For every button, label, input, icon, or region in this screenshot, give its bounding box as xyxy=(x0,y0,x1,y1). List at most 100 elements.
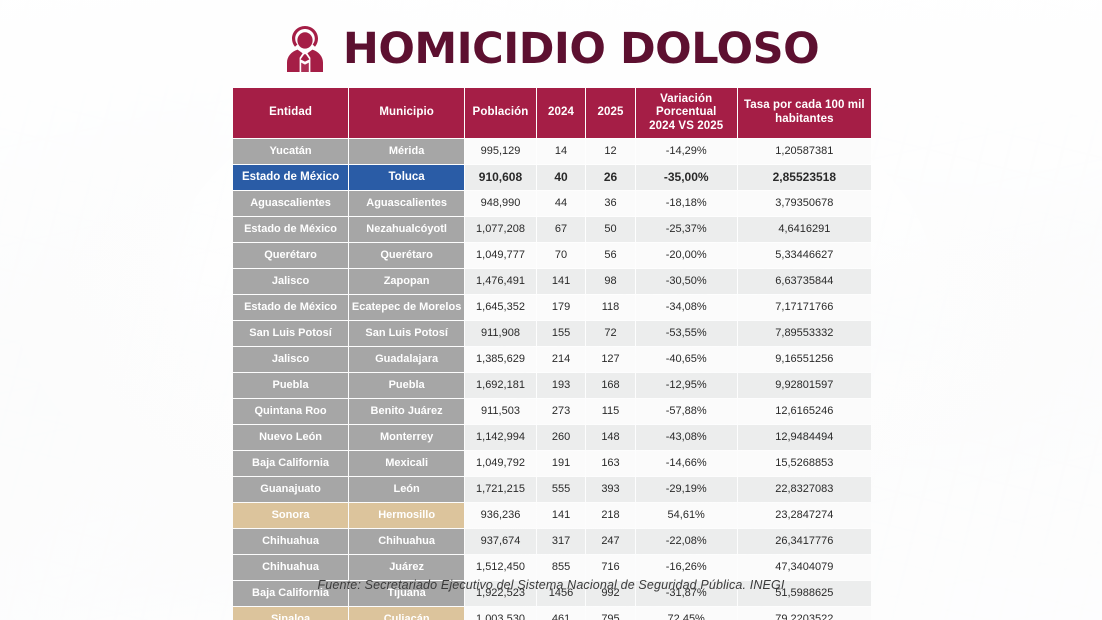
cell-2025: 98 xyxy=(586,269,635,294)
cell-municipio: Tijuana xyxy=(349,581,465,606)
cell-variacion: -57,88% xyxy=(635,399,737,424)
cell-variacion: -29,19% xyxy=(635,477,737,502)
cell-tasa: 12,6165246 xyxy=(737,399,871,424)
cell-2024: 260 xyxy=(536,425,586,450)
column-header-2025: 2025 xyxy=(586,88,635,138)
cell-entidad: Aguascalientes xyxy=(233,191,349,216)
cell-2024: 179 xyxy=(536,295,586,320)
cell-poblacion: 1,512,450 xyxy=(465,555,536,580)
page-title: HOMICIDIO DOLOSO xyxy=(342,23,820,74)
cell-2025: 992 xyxy=(586,581,635,606)
table-row: Jalisco Zapopan 1,476,491 141 98 -30,50% 6,637… xyxy=(233,269,871,294)
cell-2024: 191 xyxy=(536,451,586,476)
cell-tasa: 7,17171766 xyxy=(737,295,871,320)
cell-entidad: Querétaro xyxy=(233,243,349,268)
cell-variacion: -20,00% xyxy=(635,243,737,268)
cell-poblacion: 1,692,181 xyxy=(465,373,536,398)
table-head: Entidad Municipio Población 2024 2025 Va… xyxy=(233,88,871,138)
cell-2024: 40 xyxy=(536,165,586,190)
cell-entidad: Baja California xyxy=(233,451,349,476)
cell-poblacion: 1,077,208 xyxy=(465,217,536,242)
cell-2024: 141 xyxy=(536,503,586,528)
column-header-municipio: Municipio xyxy=(349,88,465,138)
cell-poblacion: 948,990 xyxy=(465,191,536,216)
table-row: Yucatán Mérida 995,129 14 12 -14,29% 1,2058738… xyxy=(233,139,871,164)
cell-2025: 393 xyxy=(586,477,635,502)
cell-entidad: Estado de México xyxy=(233,165,349,190)
cell-entidad: Jalisco xyxy=(233,347,349,372)
cell-municipio: Juárez xyxy=(349,555,465,580)
cell-2025: 72 xyxy=(586,321,635,346)
table-row: Estado de México Toluca 910,608 40 26 -35,00%… xyxy=(233,165,871,190)
cell-municipio: Benito Juárez xyxy=(349,399,465,424)
cell-2024: 461 xyxy=(536,607,586,620)
cell-municipio: Nezahualcóyotl xyxy=(349,217,465,242)
cell-municipio: León xyxy=(349,477,465,502)
homicide-table: Entidad Municipio Población 2024 2025 Va… xyxy=(232,87,872,620)
cell-entidad: Sinaloa xyxy=(233,607,349,620)
cell-tasa: 12,9484494 xyxy=(737,425,871,450)
cell-2025: 218 xyxy=(586,503,635,528)
table-row: Sinaloa Culiacán 1,003,530 461 795 72,45% 79,2… xyxy=(233,607,871,620)
tasa-line-1: Tasa por cada 100 mil xyxy=(743,99,865,112)
cell-entidad: Guanajuato xyxy=(233,477,349,502)
cell-poblacion: 1,049,792 xyxy=(465,451,536,476)
table-row: Baja California Tijuana 1,922,523 1456 992 -3… xyxy=(233,581,871,606)
cell-variacion: -12,95% xyxy=(635,373,737,398)
cell-poblacion: 1,476,491 xyxy=(465,269,536,294)
cell-variacion: -14,66% xyxy=(635,451,737,476)
cell-2024: 273 xyxy=(536,399,586,424)
cell-2025: 12 xyxy=(586,139,635,164)
table-row: Chihuahua Juárez 1,512,450 855 716 -16,26% 47,… xyxy=(233,555,871,580)
title-bar: HOMICIDIO DOLOSO xyxy=(0,24,1102,74)
cell-poblacion: 1,385,629 xyxy=(465,347,536,372)
cell-variacion: -31,87% xyxy=(635,581,737,606)
cell-2025: 247 xyxy=(586,529,635,554)
cell-poblacion: 1,922,523 xyxy=(465,581,536,606)
cell-tasa: 1,20587381 xyxy=(737,139,871,164)
cell-2025: 50 xyxy=(586,217,635,242)
cell-variacion: -34,08% xyxy=(635,295,737,320)
cell-2024: 555 xyxy=(536,477,586,502)
cell-municipio: Ecatepec de Morelos xyxy=(349,295,465,320)
cell-entidad: Quintana Roo xyxy=(233,399,349,424)
cell-variacion: -22,08% xyxy=(635,529,737,554)
cell-municipio: Chihuahua xyxy=(349,529,465,554)
cell-variacion: 54,61% xyxy=(635,503,737,528)
table-row: Puebla Puebla 1,692,181 193 168 -12,95% 9,9280… xyxy=(233,373,871,398)
cell-variacion: -14,29% xyxy=(635,139,737,164)
table-row: San Luis Potosí San Luis Potosí 911,908 155… xyxy=(233,321,871,346)
variacion-line-3: 2024 VS 2025 xyxy=(649,119,724,132)
cell-2024: 14 xyxy=(536,139,586,164)
cell-tasa: 26,3417776 xyxy=(737,529,871,554)
cell-variacion: -18,18% xyxy=(635,191,737,216)
cell-tasa: 15,5268853 xyxy=(737,451,871,476)
cell-municipio: Hermosillo xyxy=(349,503,465,528)
cell-2024: 155 xyxy=(536,321,586,346)
table-body: Yucatán Mérida 995,129 14 12 -14,29% 1,2058738… xyxy=(233,139,871,620)
cell-entidad: Baja California xyxy=(233,581,349,606)
column-header-tasa: Tasa por cada 100 mil habitantes xyxy=(737,88,871,138)
column-header-entidad: Entidad xyxy=(233,88,349,138)
cell-entidad: San Luis Potosí xyxy=(233,321,349,346)
cell-tasa: 7,89553332 xyxy=(737,321,871,346)
cell-poblacion: 1,645,352 xyxy=(465,295,536,320)
cell-municipio: Mexicali xyxy=(349,451,465,476)
table-row: Querétaro Querétaro 1,049,777 70 56 -20,00% 5,… xyxy=(233,243,871,268)
cell-2024: 214 xyxy=(536,347,586,372)
cell-2025: 127 xyxy=(586,347,635,372)
table-row: Estado de México Ecatepec de Morelos 1,645… xyxy=(233,295,871,320)
cell-2025: 168 xyxy=(586,373,635,398)
cell-2024: 855 xyxy=(536,555,586,580)
cell-tasa: 51,5988625 xyxy=(737,581,871,606)
cell-poblacion: 911,503 xyxy=(465,399,536,424)
variacion-line-2: Porcentual xyxy=(655,106,717,119)
table-row: Quintana Roo Benito Juárez 911,503 273 115 -5… xyxy=(233,399,871,424)
cell-entidad: Nuevo León xyxy=(233,425,349,450)
cell-municipio: Guadalajara xyxy=(349,347,465,372)
cell-2024: 141 xyxy=(536,269,586,294)
homicide-table-container: Entidad Municipio Población 2024 2025 Va… xyxy=(232,87,872,620)
cell-poblacion: 1,721,215 xyxy=(465,477,536,502)
cell-entidad: Jalisco xyxy=(233,269,349,294)
cell-tasa: 9,16551256 xyxy=(737,347,871,372)
